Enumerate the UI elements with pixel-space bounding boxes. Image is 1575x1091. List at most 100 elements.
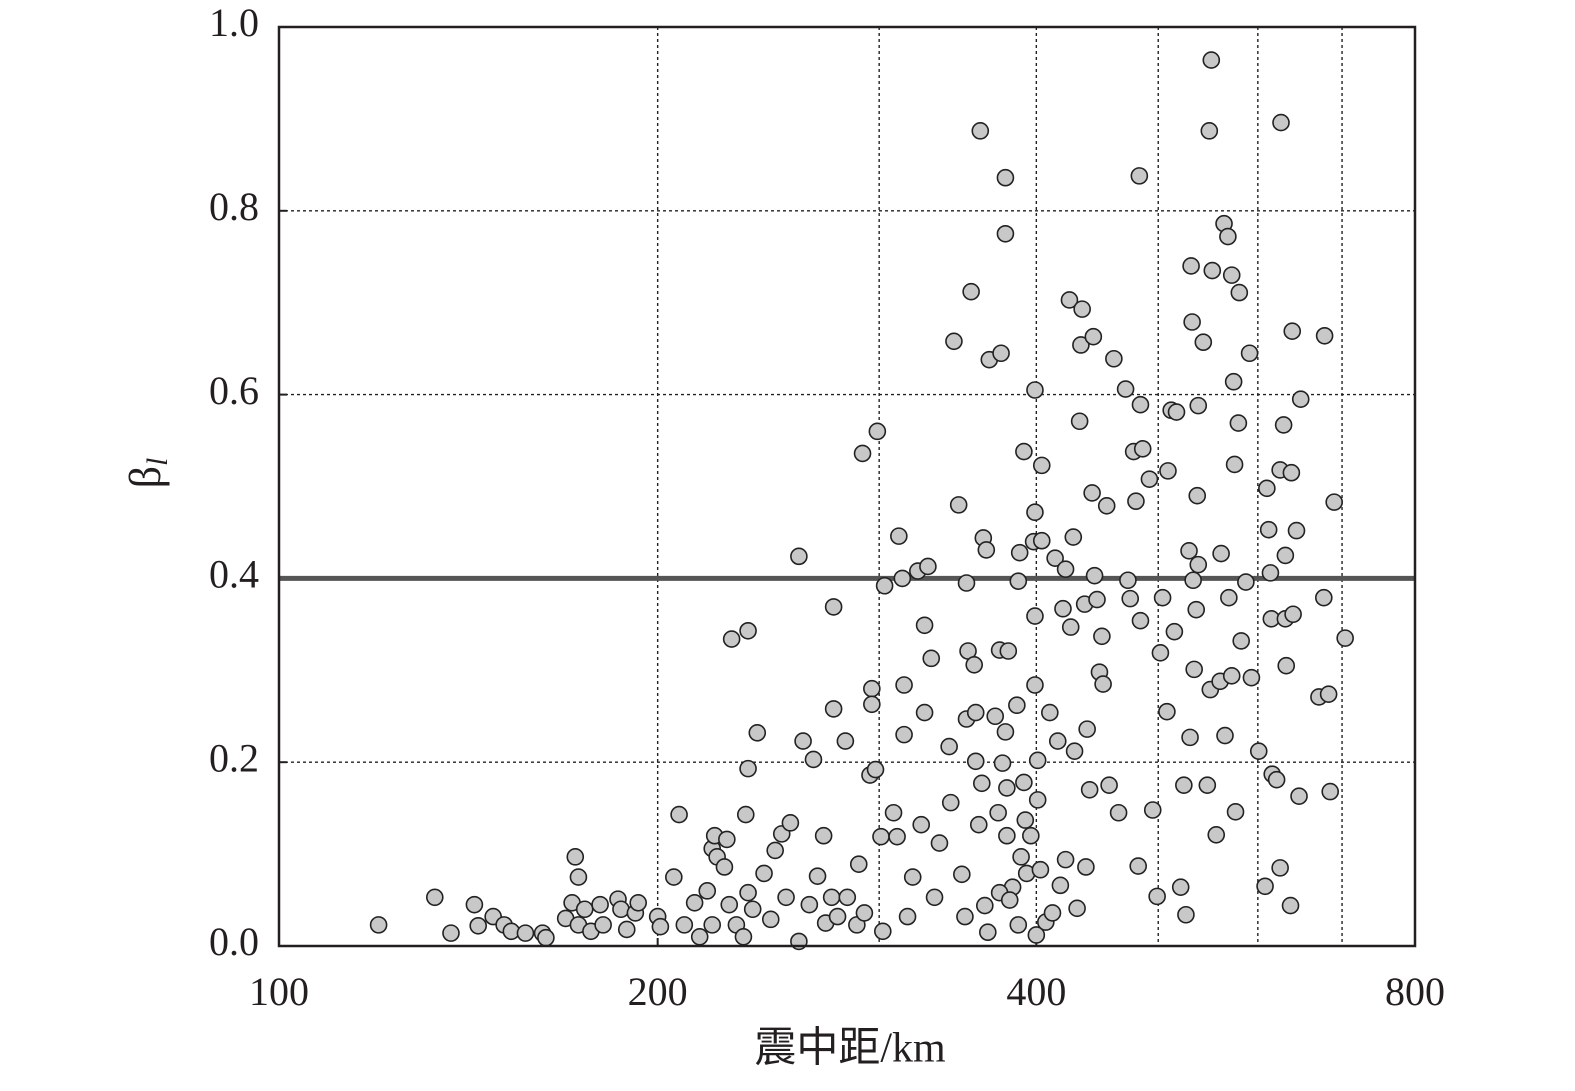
y-tick-label: 0.8 bbox=[209, 184, 259, 229]
point bbox=[651, 917, 670, 936]
point bbox=[976, 896, 994, 915]
point bbox=[1100, 776, 1118, 794]
y-tick-label: 0.0 bbox=[209, 919, 259, 964]
point bbox=[849, 855, 868, 874]
point bbox=[566, 848, 585, 866]
point bbox=[1177, 905, 1195, 924]
point bbox=[1216, 726, 1234, 745]
y-tick-label: 0.2 bbox=[209, 735, 259, 780]
point bbox=[1222, 667, 1241, 685]
point bbox=[941, 793, 960, 812]
point bbox=[1073, 300, 1091, 318]
point bbox=[853, 444, 872, 463]
point bbox=[1180, 542, 1198, 560]
point bbox=[1119, 571, 1137, 590]
point bbox=[1022, 826, 1040, 845]
point bbox=[748, 723, 767, 742]
point bbox=[808, 867, 827, 885]
point bbox=[874, 922, 892, 941]
point bbox=[736, 805, 755, 824]
point bbox=[940, 737, 958, 756]
point bbox=[1277, 656, 1296, 675]
point bbox=[1061, 618, 1080, 636]
point bbox=[1284, 605, 1302, 624]
point bbox=[1010, 543, 1029, 562]
point bbox=[739, 883, 757, 902]
point bbox=[996, 224, 1015, 243]
point bbox=[1085, 566, 1104, 585]
point bbox=[1271, 859, 1289, 877]
point bbox=[1274, 416, 1293, 434]
point bbox=[1068, 899, 1086, 918]
point bbox=[1131, 611, 1150, 630]
point bbox=[855, 904, 874, 922]
point bbox=[734, 928, 753, 946]
point bbox=[957, 574, 976, 592]
point bbox=[966, 703, 985, 722]
point bbox=[1267, 770, 1286, 789]
point bbox=[1219, 227, 1237, 246]
point bbox=[1072, 336, 1090, 354]
point bbox=[971, 122, 990, 140]
point bbox=[1282, 463, 1301, 482]
point bbox=[956, 907, 974, 926]
point bbox=[979, 923, 997, 942]
point bbox=[895, 725, 913, 744]
point bbox=[824, 598, 843, 616]
point bbox=[1109, 803, 1128, 822]
point bbox=[612, 900, 630, 919]
point bbox=[1281, 896, 1300, 915]
point bbox=[992, 344, 1010, 363]
y-axis-label: βl bbox=[121, 458, 174, 489]
x-tick-label: 800 bbox=[1385, 969, 1445, 1014]
point bbox=[1121, 589, 1140, 608]
point bbox=[1008, 696, 1026, 715]
point bbox=[1009, 572, 1028, 590]
point bbox=[824, 700, 843, 718]
point bbox=[998, 826, 1016, 845]
point bbox=[1276, 546, 1295, 565]
point bbox=[915, 703, 934, 722]
point bbox=[800, 895, 819, 914]
point bbox=[863, 695, 881, 714]
point bbox=[1194, 333, 1213, 352]
plot-frame bbox=[277, 25, 1417, 948]
point bbox=[822, 888, 841, 907]
point bbox=[690, 928, 709, 946]
point bbox=[1131, 395, 1150, 414]
point bbox=[996, 168, 1015, 187]
point bbox=[1116, 380, 1135, 398]
point bbox=[1261, 564, 1280, 582]
point bbox=[953, 865, 971, 884]
point bbox=[1240, 344, 1259, 363]
y-axis-label-main: β bbox=[121, 466, 170, 488]
point bbox=[1133, 440, 1152, 458]
point bbox=[739, 759, 757, 778]
point bbox=[1290, 787, 1308, 806]
point bbox=[1080, 780, 1099, 799]
point bbox=[962, 282, 980, 301]
point bbox=[761, 910, 780, 929]
point bbox=[1031, 860, 1050, 879]
point bbox=[703, 916, 722, 934]
point bbox=[868, 422, 887, 441]
point bbox=[1249, 742, 1268, 760]
y-tick-label: 1.0 bbox=[209, 0, 259, 45]
point bbox=[1229, 414, 1248, 432]
point bbox=[739, 621, 757, 640]
point bbox=[1315, 588, 1333, 607]
point bbox=[1207, 826, 1226, 844]
point bbox=[922, 649, 941, 668]
point bbox=[698, 882, 717, 900]
point bbox=[1159, 462, 1177, 480]
x-axis-label: 震中距/km bbox=[754, 1026, 946, 1072]
point bbox=[977, 541, 996, 559]
point bbox=[814, 826, 833, 845]
point bbox=[594, 916, 612, 934]
point bbox=[1200, 122, 1219, 140]
point bbox=[1129, 857, 1148, 875]
point bbox=[1016, 811, 1035, 829]
point bbox=[591, 895, 609, 914]
point bbox=[766, 841, 784, 860]
point bbox=[1130, 167, 1149, 185]
